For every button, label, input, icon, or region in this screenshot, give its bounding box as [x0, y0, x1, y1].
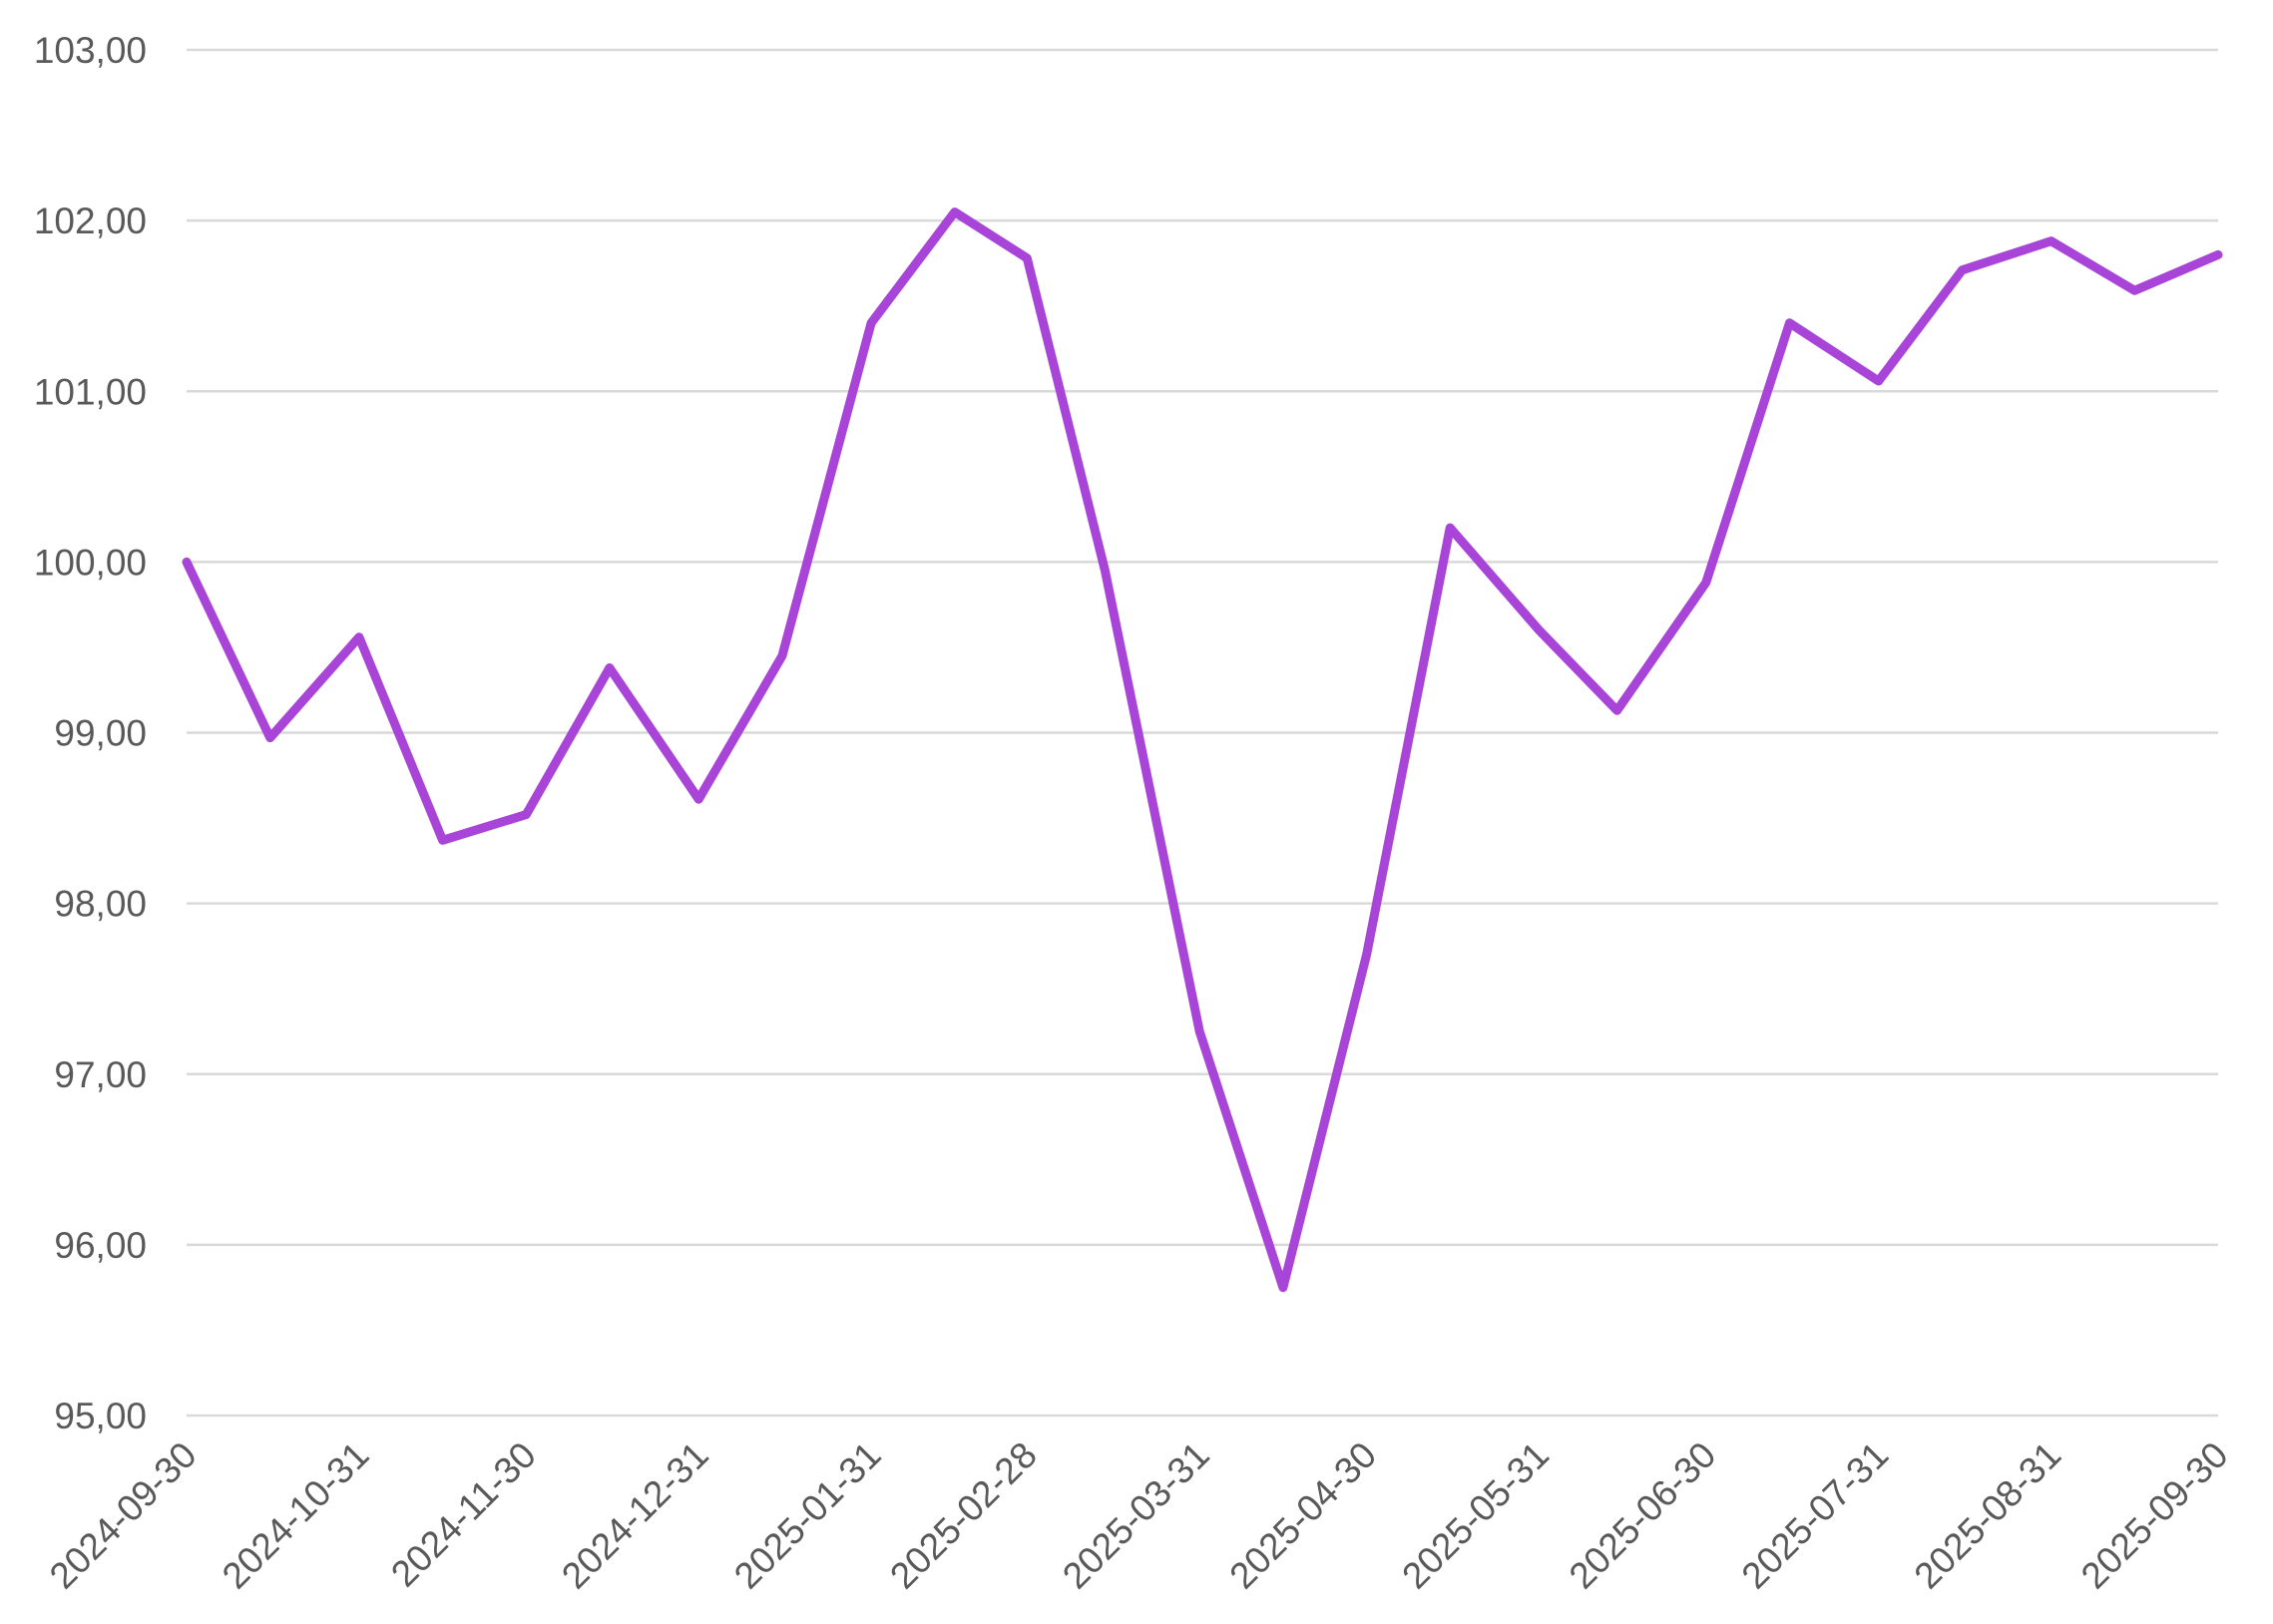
y-tick-label: 99,00: [54, 713, 147, 754]
gridlines: [187, 48, 2218, 1418]
x-tick-label: 2025-02-28: [882, 1434, 1045, 1597]
y-tick-label: 102,00: [34, 201, 147, 241]
y-tick-label: 103,00: [34, 30, 147, 71]
y-tick-label: 95,00: [54, 1396, 147, 1436]
series-layer: [182, 207, 2223, 1293]
x-tick-label: 2024-11-30: [383, 1434, 544, 1595]
x-tick-label: 2025-09-30: [2073, 1434, 2236, 1597]
x-tick-label: 2024-10-31: [215, 1434, 377, 1597]
x-tick-label: 2024-12-31: [554, 1434, 716, 1597]
x-tick-label: 2025-07-31: [1734, 1434, 1897, 1597]
y-tick-label: 97,00: [54, 1054, 147, 1095]
x-tick-label: 2025-08-31: [1906, 1434, 2068, 1597]
x-tick-label: 2025-01-31: [726, 1434, 889, 1597]
x-axis: 2024-09-30 2024-10-31 2024-11-30 2024-12-31…: [42, 1434, 2236, 1597]
x-tick-label: 2025-05-31: [1394, 1434, 1557, 1597]
y-tick-label: 98,00: [54, 884, 147, 925]
x-tick-label: 2025-03-31: [1055, 1434, 1217, 1597]
y-tick-label: 101,00: [34, 371, 147, 412]
x-tick-label: 2025-06-30: [1562, 1434, 1724, 1597]
y-tick-label: 96,00: [54, 1225, 147, 1266]
x-tick-label: 2024-09-30: [42, 1434, 205, 1597]
series-line: [182, 207, 2223, 1293]
x-tick-label: 2025-04-30: [1221, 1434, 1384, 1597]
y-axis: 95,00 96,00 97,00 98,00 99,00 100,00 101,00 102…: [34, 30, 147, 1436]
y-tick-label: 100,00: [34, 542, 147, 583]
